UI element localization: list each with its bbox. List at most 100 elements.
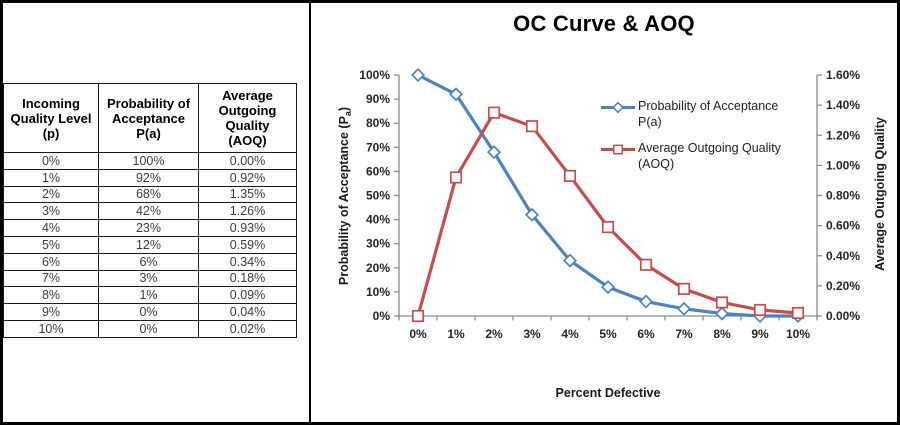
table-cell: 3% — [3, 202, 99, 221]
legend-swatch-diamond — [601, 101, 635, 114]
table-cell: 68% — [98, 185, 199, 204]
table-cell: 0% — [98, 319, 199, 338]
table-panel: Incoming Quality Level (p) Probability of… — [3, 3, 309, 422]
legend-label: Average Outgoing Quality (AOQ) — [638, 141, 781, 172]
x-axis-title-line1: Percent Defective — [555, 386, 661, 400]
table-cell: 0.09% — [198, 286, 297, 305]
right-axis-tick-label: 0.20% — [826, 279, 860, 293]
table-cell: 3% — [98, 269, 199, 288]
table-cell: 12% — [98, 235, 199, 254]
x-axis-tick-label: 8% — [713, 327, 731, 341]
x-axis-tick-label: 7% — [675, 327, 693, 341]
oc-aoq-chart: 0% 10% 20% 30% 40% 50% 60% 70% 80% 90% 100% 0.00% 0.… — [359, 67, 860, 341]
table-row: 7% 3% 0.18% — [3, 269, 297, 288]
legend-label-line2: (AOQ) — [638, 156, 675, 171]
diamond-marker — [448, 87, 464, 102]
square-icon — [613, 144, 623, 155]
table-row: 3% 42% 1.26% — [3, 202, 297, 221]
table-cell: 1.26% — [198, 202, 297, 221]
table-cell: 42% — [98, 202, 199, 221]
aoq-data-table: Incoming Quality Level (p) Probability of… — [3, 83, 297, 338]
table-header-cell: Probability of Acceptance P(a) — [98, 83, 199, 153]
x-axis-tick-label: 6% — [637, 327, 655, 341]
left-axis-tick-label: 90% — [366, 92, 390, 106]
chart-title: OC Curve & AOQ — [513, 11, 695, 36]
table-header-cell: Average Outgoing Quality (AOQ) — [198, 83, 297, 153]
left-axis-tick-label: 0% — [373, 309, 391, 323]
left-axis-tick-label: 20% — [366, 261, 390, 275]
table-cell: 1% — [3, 168, 99, 187]
table-cell: 0.92% — [198, 168, 297, 187]
table-cell: 7% — [3, 269, 99, 288]
table-row: 2% 68% 1.35% — [3, 185, 297, 204]
square-marker — [677, 282, 691, 295]
square-marker — [411, 309, 425, 323]
left-axis-title-text: Probability of Acceptance (P — [337, 116, 351, 286]
x-axis-tick-label: 5% — [599, 327, 617, 341]
square-marker — [449, 171, 463, 184]
chart-legend: Probability of Acceptance P(a) Average Out… — [600, 99, 781, 172]
right-axis-tick-label: 1.60% — [826, 68, 860, 82]
table-cell: 0.04% — [198, 303, 297, 321]
square-marker — [563, 169, 577, 182]
table-cell: 4% — [3, 219, 99, 237]
table-cell: 0.34% — [198, 252, 297, 271]
table-row: 9% 0% 0.04% — [3, 303, 297, 321]
legend-swatch-square — [601, 144, 635, 155]
square-marker — [753, 303, 767, 317]
right-axis-title: Average Outgoing Quality — [873, 117, 887, 271]
left-axis-title-subscript: a — [343, 111, 353, 117]
table-row: 4% 23% 0.93% — [3, 219, 297, 237]
x-axis-tick-label: 10% — [786, 327, 810, 341]
legend-label-line2: P(a) — [638, 114, 662, 129]
square-marker — [487, 106, 501, 119]
table-header-row: Incoming Quality Level (p) Probability of… — [3, 83, 297, 153]
table-row: 6% 6% 0.34% — [3, 252, 297, 271]
table-cell: 23% — [98, 219, 199, 237]
right-axis-tick-label: 1.40% — [826, 98, 860, 112]
square-marker — [715, 296, 729, 309]
table-row: 5% 12% 0.59% — [3, 235, 297, 254]
diamond-icon — [612, 101, 624, 114]
diamond-marker — [638, 294, 654, 309]
table-body: 0% 100% 0.00% 1% 92% 0.92% 2% 68% 1.35% 3% 42% 1.26… — [3, 152, 297, 338]
table-header-cell: Incoming Quality Level (p) — [3, 83, 99, 153]
table-cell: 0.02% — [198, 319, 297, 338]
left-axis-title-suffix: ) — [337, 106, 351, 112]
diamond-marker — [524, 207, 540, 222]
diamond-marker — [600, 280, 616, 295]
x-axis-title: Percent Defective Incoming Quality Level… — [399, 348, 817, 422]
table-cell: 6% — [98, 252, 199, 271]
table-cell: 0.59% — [198, 235, 297, 254]
table-cell: 0% — [3, 152, 99, 170]
table-cell: 1% — [98, 286, 199, 305]
diamond-marker — [676, 301, 692, 316]
left-axis-tick-label: 70% — [366, 140, 390, 154]
x-axis-tick-label: 3% — [523, 327, 541, 341]
right-axis-tick-label: 0.40% — [826, 249, 860, 263]
left-axis-tick-label: 10% — [366, 285, 390, 299]
table-row: 0% 100% 0.00% — [3, 152, 297, 170]
table-cell: 2% — [3, 185, 99, 204]
square-marker — [791, 306, 805, 320]
table-cell: 92% — [98, 168, 199, 187]
table-cell: 10% — [3, 319, 99, 338]
table-cell: 0% — [98, 303, 199, 321]
diamond-marker — [562, 253, 578, 268]
table-cell: 0.18% — [198, 269, 297, 288]
table-cell: 0.00% — [198, 152, 297, 170]
right-axis-tick-label: 0.80% — [826, 189, 860, 203]
left-axis-tick-label: 50% — [366, 189, 390, 203]
chart-panel: OC Curve & AOQ 0% 10% 20% 30% 40% 50% 60% 70% 80… — [311, 3, 897, 422]
left-axis-tick-label: 40% — [366, 213, 390, 227]
diamond-marker — [486, 145, 502, 160]
diamond-marker — [410, 67, 426, 83]
left-axis-tick-label: 80% — [366, 116, 390, 130]
right-axis-tick-label: 1.20% — [826, 128, 860, 142]
table-cell: 1.35% — [198, 185, 297, 204]
table-cell: 8% — [3, 286, 99, 305]
left-axis-tick-label: 60% — [366, 164, 390, 178]
panel-divider — [309, 3, 311, 422]
table-head: Incoming Quality Level (p) Probability of… — [3, 83, 297, 153]
